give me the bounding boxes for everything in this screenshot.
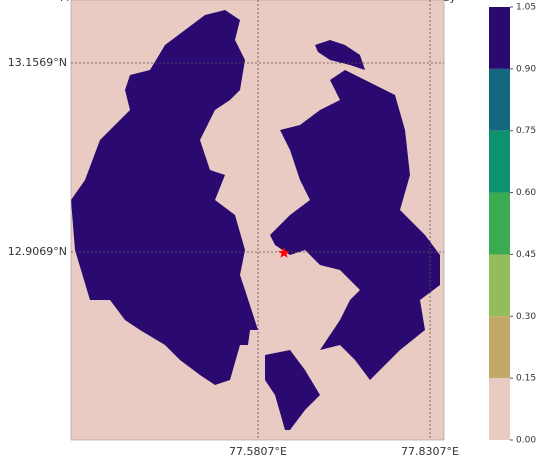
colorbar-tick-label: 1.05 (516, 3, 536, 13)
map-frame (70, 0, 445, 441)
colorbar-tick-label: 0.00 (516, 436, 536, 446)
colorbar-tick-label: 0.15 (516, 374, 536, 384)
x-tick-label: 77.5807°E (229, 445, 287, 458)
colorbar-segment (489, 68, 510, 131)
x-tick-label: 77.8307°E (401, 445, 459, 458)
lake-marker (278, 247, 290, 258)
y-tick-label: 13.1569°N (8, 56, 67, 69)
colorbar-tick-label: 0.30 (516, 312, 536, 322)
colorbar-tick-label: 0.90 (516, 64, 536, 74)
colorbar-segment (489, 130, 510, 193)
flood-east (270, 70, 440, 380)
colorbar-segment (489, 378, 510, 440)
flood-north (315, 40, 365, 70)
colorbar-segment (489, 316, 510, 379)
colorbar-tick-label: 0.60 (516, 188, 536, 198)
flood-south (265, 350, 320, 430)
colorbar-segment (489, 192, 510, 255)
colorbar-tick-label: 0.45 (516, 250, 536, 260)
flood-west (71, 10, 258, 385)
flood-area (71, 10, 440, 430)
colorbar-segment (489, 254, 510, 317)
colorbar-segment (489, 7, 510, 69)
colorbar-tick-label: 0.75 (516, 126, 536, 136)
y-tick-label: 12.9069°N (8, 245, 67, 258)
